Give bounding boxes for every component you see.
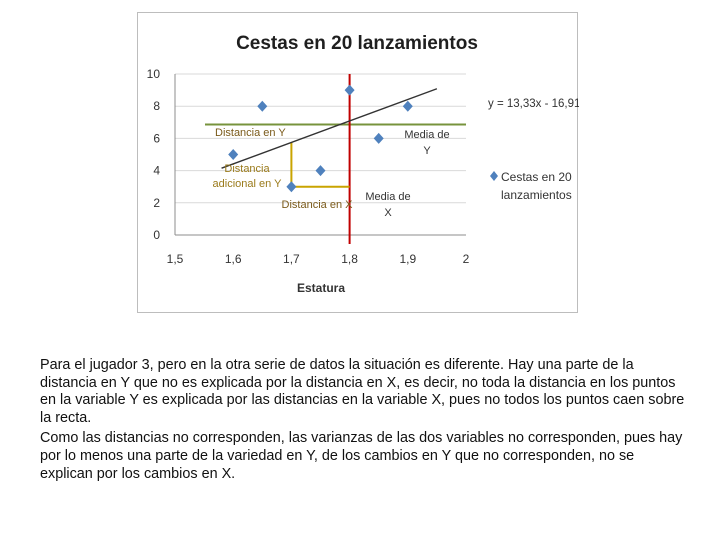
caption-paragraph-2: Como las distancias no corresponden, las… bbox=[40, 430, 683, 482]
data-point bbox=[402, 100, 413, 112]
label-media-y-line-1: Media de bbox=[404, 129, 449, 141]
y-tick-label: 6 bbox=[153, 131, 160, 145]
trendline-group bbox=[221, 88, 438, 169]
x-tick-label: 2 bbox=[463, 252, 470, 266]
label-distancia-x: Distancia en X bbox=[282, 199, 354, 211]
trendline bbox=[221, 88, 438, 169]
label-media-x-line-2: X bbox=[384, 207, 392, 219]
y-tick-label: 0 bbox=[153, 228, 160, 242]
data-point bbox=[257, 100, 268, 112]
label-distancia-adicional-line-2: adicional en Y bbox=[213, 178, 283, 190]
chart-title: Cestas en 20 lanzamientos bbox=[236, 33, 478, 54]
legend-label-line-2: lanzamientos bbox=[501, 188, 572, 202]
caption-paragraph-1: Para el jugador 3, pero en la otra serie… bbox=[40, 357, 685, 426]
x-tick-label: 1,9 bbox=[399, 252, 416, 266]
data-point bbox=[228, 149, 239, 160]
label-distancia-y: Distancia en Y bbox=[215, 127, 286, 139]
y-tick-label: 10 bbox=[147, 67, 161, 81]
x-tick-label: 1,5 bbox=[167, 252, 184, 266]
legend-marker-diamond bbox=[490, 171, 498, 181]
data-point bbox=[373, 132, 384, 144]
label-media-y-line-2: Y bbox=[423, 145, 431, 157]
data-point bbox=[286, 181, 297, 193]
data-point bbox=[344, 84, 355, 96]
label-media-x-line-1: Media de bbox=[365, 191, 410, 203]
chart-container: Cestas en 20 lanzamientos 0 2 4 6 8 10 1,5 1,6… bbox=[137, 12, 579, 313]
scatter-chart: Cestas en 20 lanzamientos 0 2 4 6 8 10 1,5 1,6… bbox=[147, 33, 579, 295]
x-tick-label: 1,8 bbox=[341, 252, 358, 266]
legend-label-line-1: Cestas en 20 bbox=[501, 170, 572, 184]
data-point bbox=[315, 165, 326, 177]
caption-text: Para el jugador 3, pero en la otra serie… bbox=[40, 357, 690, 486]
x-tick-label: 1,6 bbox=[225, 252, 242, 266]
x-tick-label: 1,7 bbox=[283, 252, 300, 266]
y-tick-label: 2 bbox=[153, 196, 160, 210]
annotation-lines bbox=[205, 74, 466, 244]
label-distancia-adicional-line-1: Distancia bbox=[224, 163, 270, 175]
data-points bbox=[228, 84, 413, 193]
y-tick-label: 8 bbox=[153, 99, 160, 113]
trendline-equation: y = 13,33x - 16,91 bbox=[488, 98, 579, 110]
legend: Cestas en 20 lanzamientos bbox=[490, 170, 572, 202]
y-tick-label: 4 bbox=[153, 164, 160, 178]
annotation-labels: Distancia en Y Distancia adicional en Y … bbox=[213, 127, 450, 219]
y-axis-ticks: 0 2 4 6 8 10 bbox=[147, 67, 161, 242]
x-axis-ticks: 1,5 1,6 1,7 1,8 1,9 2 bbox=[167, 252, 470, 266]
x-axis-label: Estatura bbox=[297, 281, 345, 295]
